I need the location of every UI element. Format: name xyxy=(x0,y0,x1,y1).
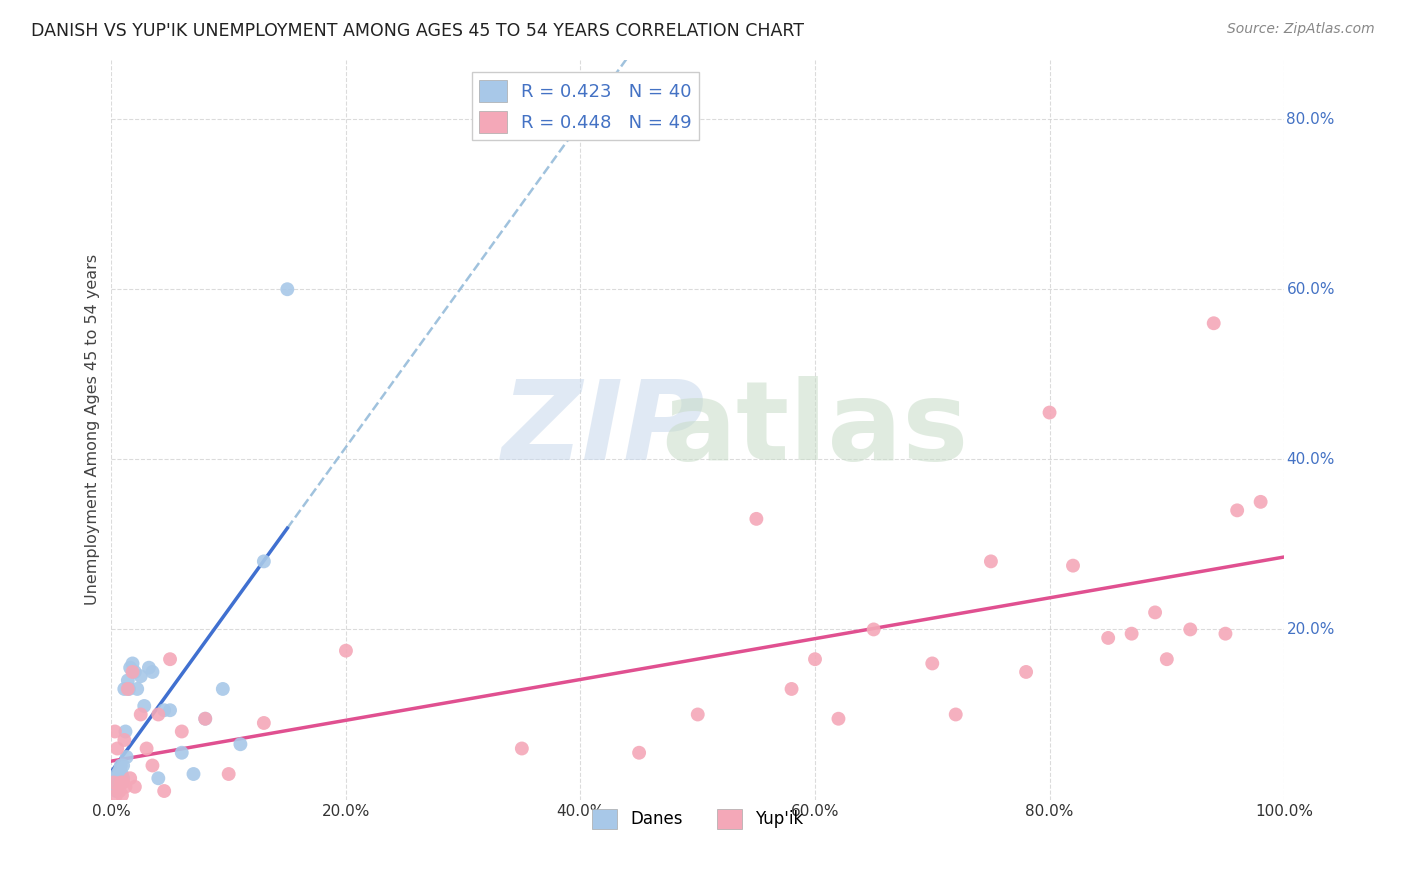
Point xyxy=(112,733,135,747)
Point xyxy=(211,681,233,696)
Point xyxy=(135,741,157,756)
Point xyxy=(862,623,884,637)
Point xyxy=(1202,316,1225,330)
Point xyxy=(335,643,357,657)
Point xyxy=(112,681,135,696)
Point xyxy=(159,703,181,717)
Point xyxy=(104,771,127,785)
Point xyxy=(138,661,160,675)
Point xyxy=(103,775,125,789)
Text: 40.0%: 40.0% xyxy=(1286,452,1334,467)
Point xyxy=(1250,495,1272,509)
Point xyxy=(114,780,136,794)
Point xyxy=(1015,665,1038,679)
Legend: Danes, Yup'ik: Danes, Yup'ik xyxy=(586,802,810,836)
Text: DANISH VS YUP'IK UNEMPLOYMENT AMONG AGES 45 TO 54 YEARS CORRELATION CHART: DANISH VS YUP'IK UNEMPLOYMENT AMONG AGES… xyxy=(31,22,804,40)
Point xyxy=(115,750,138,764)
Point xyxy=(121,665,143,679)
Point xyxy=(107,775,129,789)
Point xyxy=(686,707,709,722)
Point xyxy=(159,652,181,666)
Point xyxy=(105,789,128,803)
Point xyxy=(121,657,143,671)
Point xyxy=(104,780,127,794)
Point xyxy=(124,780,146,794)
Point xyxy=(129,707,152,722)
Point xyxy=(1215,626,1237,640)
Point xyxy=(1038,406,1060,420)
Point xyxy=(218,767,240,781)
Point xyxy=(183,767,205,781)
Point xyxy=(112,775,135,789)
Text: Source: ZipAtlas.com: Source: ZipAtlas.com xyxy=(1227,22,1375,37)
Text: ZIP: ZIP xyxy=(502,376,706,483)
Point xyxy=(141,758,163,772)
Point xyxy=(107,771,129,785)
Point xyxy=(107,784,129,798)
Point xyxy=(105,784,128,798)
Point xyxy=(111,789,134,803)
Point xyxy=(105,767,128,781)
Point xyxy=(114,724,136,739)
Point xyxy=(1180,623,1202,637)
Point xyxy=(1156,652,1178,666)
Point xyxy=(1062,558,1084,573)
Point xyxy=(117,681,139,696)
Text: 80.0%: 80.0% xyxy=(1286,112,1334,127)
Point xyxy=(124,665,146,679)
Point xyxy=(105,775,128,789)
Point xyxy=(112,771,135,785)
Point xyxy=(108,767,131,781)
Point xyxy=(134,698,156,713)
Point xyxy=(120,661,142,675)
Point xyxy=(945,707,967,722)
Point xyxy=(118,681,141,696)
Point xyxy=(780,681,803,696)
Point xyxy=(1144,606,1167,620)
Point xyxy=(1226,503,1249,517)
Point xyxy=(104,724,127,739)
Point xyxy=(148,771,170,785)
Point xyxy=(110,758,132,772)
Point xyxy=(153,703,176,717)
Point xyxy=(105,780,128,794)
Point xyxy=(827,712,849,726)
Text: 60.0%: 60.0% xyxy=(1286,282,1334,297)
Point xyxy=(129,669,152,683)
Point xyxy=(110,771,132,785)
Point xyxy=(921,657,943,671)
Point xyxy=(111,775,134,789)
Point xyxy=(276,282,298,296)
Y-axis label: Unemployment Among Ages 45 to 54 years: Unemployment Among Ages 45 to 54 years xyxy=(86,254,100,605)
Point xyxy=(103,775,125,789)
Point xyxy=(628,746,651,760)
Point xyxy=(194,712,217,726)
Point xyxy=(110,775,132,789)
Point xyxy=(510,741,533,756)
Point xyxy=(127,681,149,696)
Point xyxy=(108,763,131,777)
Point xyxy=(141,665,163,679)
Text: 20.0%: 20.0% xyxy=(1286,622,1334,637)
Point xyxy=(253,554,276,568)
Point xyxy=(1121,626,1143,640)
Point xyxy=(153,784,176,798)
Point xyxy=(148,707,170,722)
Point xyxy=(120,771,142,785)
Point xyxy=(194,712,217,726)
Point xyxy=(170,724,193,739)
Text: atlas: atlas xyxy=(661,376,969,483)
Point xyxy=(111,767,134,781)
Point xyxy=(980,554,1002,568)
Point xyxy=(804,652,827,666)
Point xyxy=(117,673,139,688)
Point xyxy=(105,741,128,756)
Point xyxy=(229,737,252,751)
Point xyxy=(253,716,276,731)
Point xyxy=(745,512,768,526)
Point xyxy=(108,784,131,798)
Point xyxy=(170,746,193,760)
Point xyxy=(112,758,135,772)
Point xyxy=(1097,631,1119,645)
